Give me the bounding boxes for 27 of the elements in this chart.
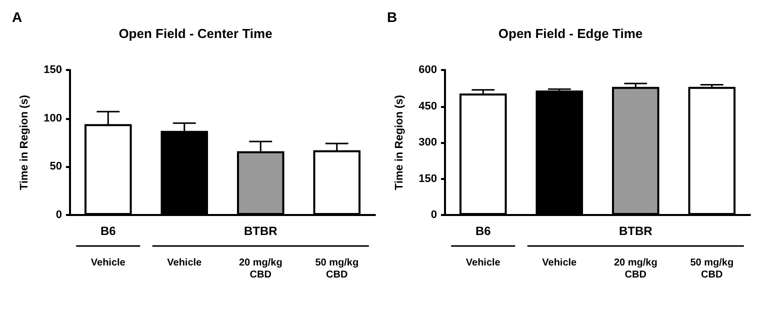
text: B6 — [475, 224, 492, 238]
text: B6 — [100, 224, 116, 238]
y-tick-label: 600 — [418, 64, 437, 76]
text: BTBR — [618, 224, 653, 238]
chart-title: Open Field - Edge Time — [498, 26, 643, 41]
x-tick-label: Vehicle — [542, 258, 578, 268]
x-tick-label: Vehicle — [90, 258, 126, 268]
y-tick-label: 150 — [44, 64, 62, 76]
y-tick-label: 0 — [430, 209, 437, 221]
x-tick-label: 20 mg/kg CBD — [238, 258, 282, 280]
y-tick-label: 50 — [50, 160, 62, 173]
y-tick-label: 0 — [56, 209, 62, 221]
x-tick-label: Vehicle — [167, 258, 202, 268]
y-tick-label: 300 — [418, 136, 437, 148]
x-tick-label: 20 mg/kg CBD — [614, 258, 658, 280]
y-tick-label: 150 — [418, 172, 437, 185]
y-axis-title: Time in Region (s) — [18, 94, 30, 190]
y-tick-label: 100 — [44, 112, 62, 124]
text: BTBR — [244, 224, 278, 238]
y-axis-title: Time in Region (s) — [394, 94, 406, 190]
y-tick-label: 450 — [418, 100, 437, 112]
chart-title: Open Field - Center Time — [118, 26, 272, 41]
text: B — [387, 9, 398, 25]
x-tick-label: Vehicle — [466, 258, 501, 268]
x-tick-label: 50 mg/kg CBD — [315, 258, 359, 280]
text: A — [12, 9, 22, 25]
x-tick-label: 50 mg/kg CBD — [690, 258, 734, 280]
